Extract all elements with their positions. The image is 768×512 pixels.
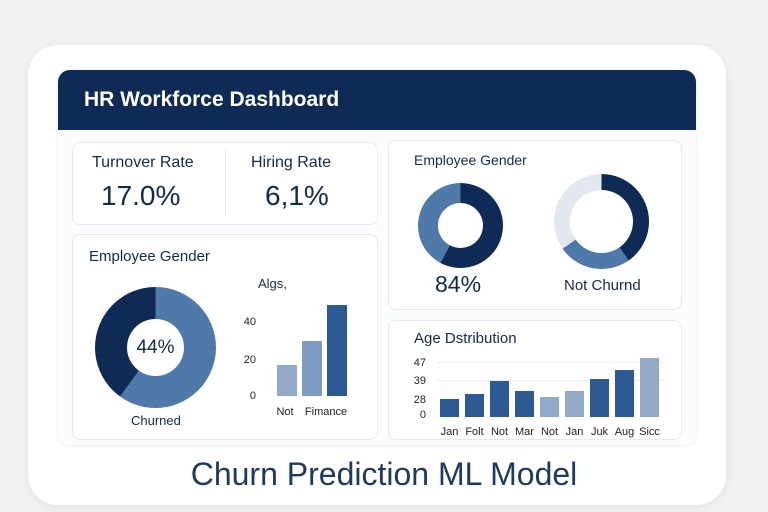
y-tick: 28 [413, 394, 426, 406]
y-tick: 0 [249, 390, 256, 402]
bar [277, 364, 297, 396]
turnover-value: 17.0% [101, 180, 181, 211]
gridline [436, 380, 664, 381]
y-tick: 40 [243, 316, 256, 328]
bar [327, 305, 347, 396]
dashboard-title: HR Workforce Dashboard [84, 88, 340, 111]
gender-panel-right-title: Employee Gender [414, 152, 527, 168]
age-bar [565, 391, 584, 417]
hiring-label: Hiring Rate [251, 154, 332, 171]
churn-donut: 44% [95, 287, 216, 408]
churn-donut-center: 44% [136, 336, 175, 358]
hiring-value: 6,1% [265, 180, 329, 211]
turnover-label: Turnover Rate [92, 154, 194, 171]
x-label: Jan [565, 426, 584, 438]
age-bar [640, 358, 659, 417]
x-label: Not [276, 406, 294, 418]
gender-donut-2-label: Not Churnd [564, 277, 641, 294]
kpi-divider [225, 150, 226, 216]
x-label: Not [540, 426, 559, 438]
age-bar [515, 391, 534, 417]
age-bar [465, 394, 484, 417]
gender-donut-1-value: 84% [435, 271, 482, 297]
churn-donut-label: Churned [131, 413, 181, 428]
x-label: Juk [590, 426, 609, 438]
gender-donut-1 [418, 183, 503, 268]
age-bar [590, 379, 609, 417]
x-label: Mar [515, 426, 534, 438]
dashboard-header [58, 70, 696, 130]
footer-title: Churn Prediction ML Model [190, 456, 578, 492]
age-bar [440, 399, 459, 417]
gender-panel-left-title: Employee Gender [89, 248, 210, 265]
x-label: Not [490, 426, 509, 438]
age-bar [540, 397, 559, 417]
gender-donut-2 [554, 174, 649, 269]
y-tick: 39 [413, 375, 426, 387]
x-label: Aug [614, 426, 635, 438]
age-panel-title: Age Dstribution [414, 330, 517, 347]
x-label: Fimance [304, 406, 348, 418]
age-bar [615, 370, 634, 417]
gridline [436, 362, 664, 363]
y-tick: 47 [413, 357, 426, 369]
x-label: Sicc [639, 426, 660, 438]
bar [302, 340, 322, 396]
x-label: Folt [465, 426, 484, 438]
x-label: Jan [440, 426, 459, 438]
age-bar [490, 381, 509, 417]
bar-chart-title: Algs, [258, 276, 287, 291]
y-tick: 20 [243, 354, 256, 366]
y-tick: 0 [419, 409, 426, 421]
